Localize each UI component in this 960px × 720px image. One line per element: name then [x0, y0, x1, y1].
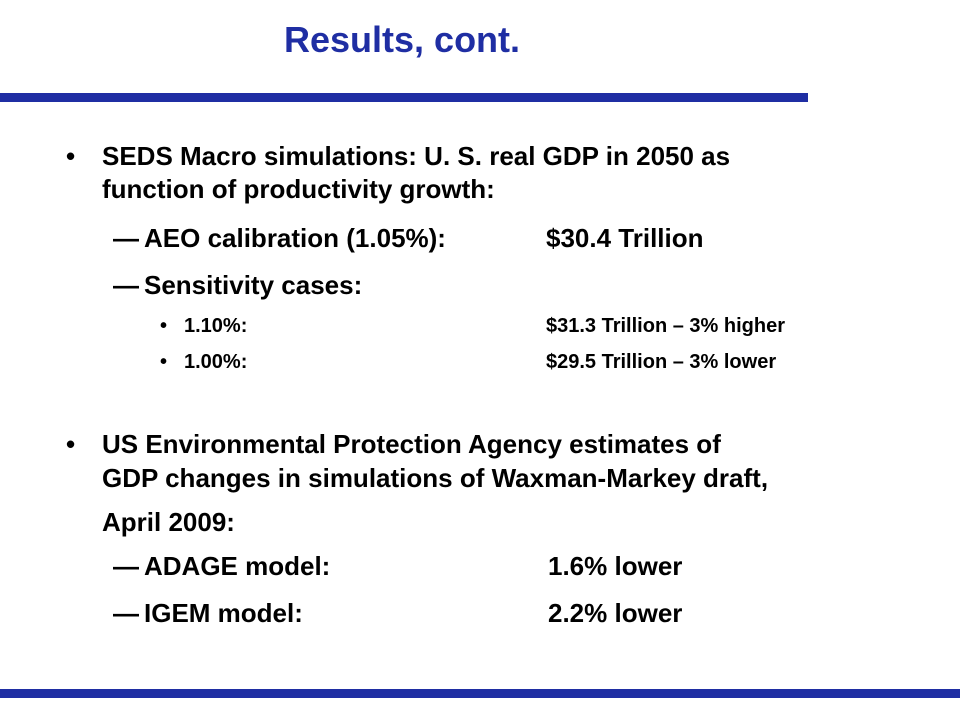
bullet1-line1: SEDS Macro simulations: U. S. real GDP i… — [102, 141, 731, 171]
dash-marker: — — [113, 270, 139, 300]
bullet2-line3: April 2009: — [102, 507, 235, 537]
bullet2-line1: US Environmental Protection Agency estim… — [102, 429, 721, 459]
case-label: 1.00%: — [184, 351, 248, 373]
bullet1-line2: function of productivity growth: — [102, 174, 495, 204]
bullet-marker: • — [66, 141, 76, 171]
case-value: $29.5 Trillion – 3% lower — [546, 351, 777, 373]
case-bullet-marker: • — [160, 315, 168, 337]
slide-title: Results, cont. — [284, 19, 521, 60]
sensitivity-cases-label: Sensitivity cases: — [144, 270, 363, 300]
dash-marker: — — [113, 598, 139, 628]
adage-model-label: ADAGE model: — [144, 551, 331, 581]
aeo-calibration-value: $30.4 Trillion — [546, 223, 704, 253]
dash-marker: — — [113, 223, 139, 253]
case-label: 1.10%: — [184, 315, 248, 337]
adage-model-value: 1.6% lower — [548, 551, 683, 581]
dash-marker: — — [113, 551, 139, 581]
footer-rule — [0, 689, 960, 698]
title-underline — [0, 93, 808, 102]
aeo-calibration-label: AEO calibration (1.05%): — [144, 223, 446, 253]
case-bullet-marker: • — [160, 351, 168, 373]
bullet-marker: • — [66, 429, 76, 459]
bullet2-line2: GDP changes in simulations of Waxman-Mar… — [102, 463, 769, 493]
case-value: $31.3 Trillion – 3% higher — [546, 315, 785, 337]
igem-model-value: 2.2% lower — [548, 598, 683, 628]
igem-model-label: IGEM model: — [144, 598, 303, 628]
